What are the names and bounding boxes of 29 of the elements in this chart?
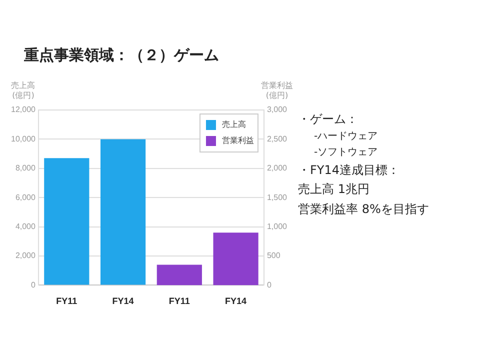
x-tick-label: FY11 xyxy=(168,296,190,306)
y2-tick-label: 0 xyxy=(266,280,272,290)
x-tick-label: FY14 xyxy=(225,296,247,306)
y-tick-label: 6,000 xyxy=(15,192,36,202)
y2-axis-title: 営業利益 (億円) xyxy=(260,81,293,100)
y-tick-label: 0 xyxy=(31,280,36,290)
text: -ハードウェア xyxy=(313,130,379,144)
y-tick-label: 10,000 xyxy=(11,134,36,144)
y-tick-label: 8,000 xyxy=(15,164,36,173)
x-tick-label: FY11 xyxy=(56,296,78,306)
y2-tick-label: 2,000 xyxy=(266,164,288,173)
legend-label: 営業利益 xyxy=(222,136,254,146)
legend-label: 売上高 xyxy=(222,120,246,130)
y-tick-label: 2,000 xyxy=(15,251,36,260)
y2-tick-label: 2,500 xyxy=(266,134,288,144)
y-tick-label: 12,000 xyxy=(11,105,36,114)
y2-tick-label: 3,000 xyxy=(266,105,288,114)
y2-tick-label: 500 xyxy=(266,251,281,260)
text: ・ゲーム： xyxy=(298,111,359,128)
y2-tick-label: 1,500 xyxy=(266,192,288,202)
text: 売上高 1兆円 xyxy=(298,181,370,198)
x-tick-label: FY14 xyxy=(112,296,134,306)
text: 営業利益率 8%を目指す xyxy=(298,200,429,218)
y-tick-label: 4,000 xyxy=(15,222,36,232)
text: ・FY14達成目標： xyxy=(298,162,401,180)
y2-tick-label: 1,000 xyxy=(266,222,288,232)
y-axis-title: 売上高 (億円) xyxy=(11,81,36,100)
chart-title: 重点事業領域：（２）ゲーム xyxy=(24,46,219,65)
text: -ソフトウェア xyxy=(313,146,379,160)
